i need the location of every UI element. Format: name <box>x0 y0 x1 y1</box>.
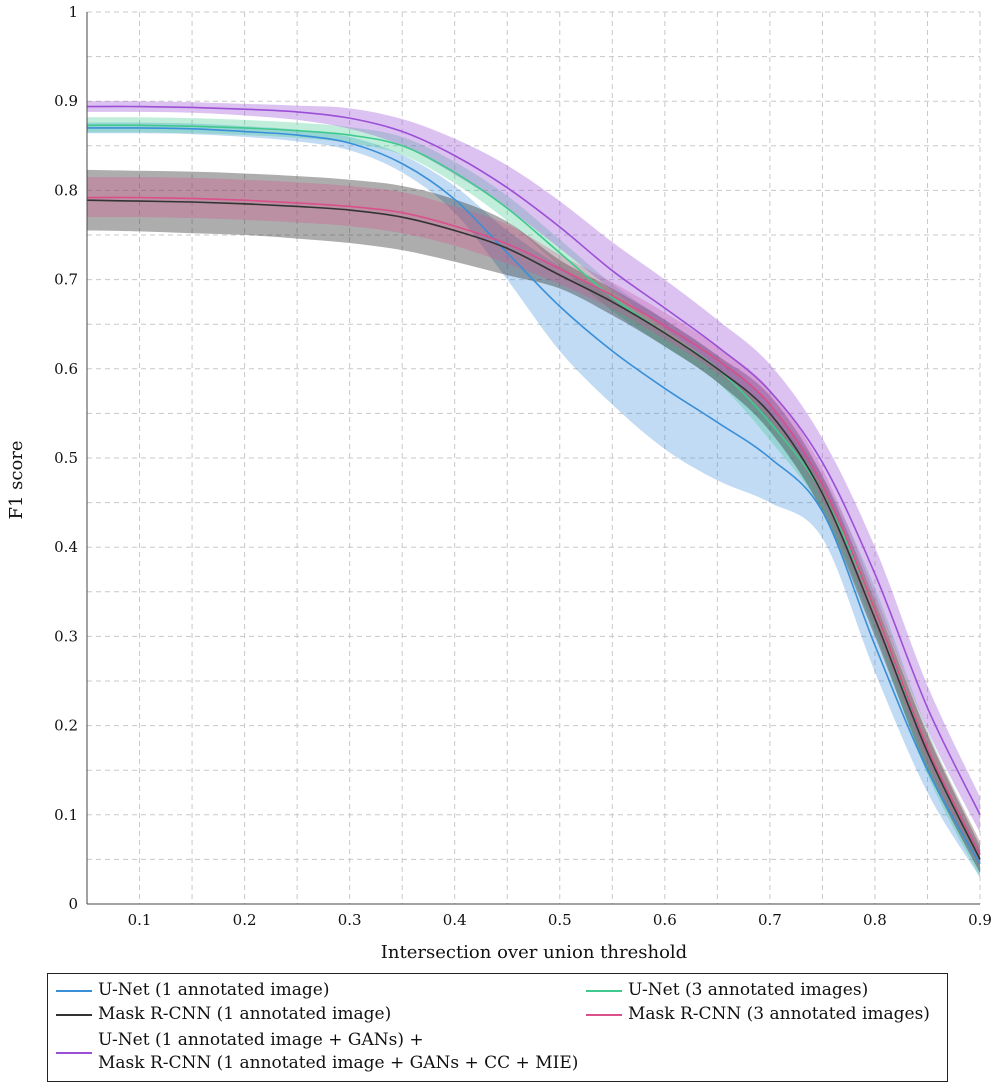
y-tick-label: 0.8 <box>54 181 78 199</box>
legend-swatch-maskrcnn-3 <box>586 1014 622 1016</box>
y-tick-label: 0 <box>68 895 78 913</box>
axes <box>86 12 980 905</box>
y-tick-label: 0.3 <box>54 627 78 645</box>
y-tick-label: 1 <box>68 3 78 21</box>
legend-item-maskrcnn-1: Mask R-CNN (1 annotated image) <box>56 1003 391 1026</box>
legend-swatch-combined <box>56 1052 92 1054</box>
confidence-bands <box>87 101 980 878</box>
x-axis-title: Intersection over union threshold <box>381 942 687 963</box>
y-tick-label: 0.7 <box>54 271 78 289</box>
y-tick-label: 0.4 <box>54 538 78 556</box>
y-tick-label: 0.1 <box>54 806 78 824</box>
x-tick-label: 0.2 <box>233 911 257 929</box>
legend-item-unet-3: U-Net (3 annotated images) <box>586 979 868 1002</box>
y-tick-label: 0.9 <box>54 92 78 110</box>
legend-label-combined: U-Net (1 annotated image + GANs) + Mask … <box>98 1029 578 1075</box>
x-tick-label: 0.7 <box>758 911 782 929</box>
x-tick-label: 0.3 <box>338 911 362 929</box>
series-line-unet-1 <box>86 127 981 865</box>
legend-item-maskrcnn-3: Mask R-CNN (3 annotated images) <box>586 1003 930 1026</box>
legend: U-Net (1 annotated image) U-Net (3 annot… <box>47 973 948 1082</box>
x-tick-label: 0.4 <box>443 911 467 929</box>
y-axis-title: F1 score <box>6 440 27 519</box>
x-tick-label: 0.1 <box>128 911 152 929</box>
series-lines <box>86 105 981 865</box>
x-tick-label: 0.5 <box>548 911 572 929</box>
legend-label-unet-3: U-Net (3 annotated images) <box>628 980 869 1000</box>
legend-label-maskrcnn-3: Mask R-CNN (3 annotated images) <box>628 1004 930 1024</box>
legend-label-maskrcnn-1: Mask R-CNN (1 annotated image) <box>98 1004 392 1024</box>
series-line-maskrcnn-3 <box>86 196 981 856</box>
band-unet-1 <box>87 122 980 878</box>
legend-swatch-unet-1 <box>56 990 92 992</box>
x-tick-label: 0.8 <box>863 911 887 929</box>
x-tick-label: 0.6 <box>653 911 677 929</box>
legend-item-unet-1: U-Net (1 annotated image) <box>56 979 329 1002</box>
legend-item-combined: U-Net (1 annotated image + GANs) + Mask … <box>56 1029 578 1075</box>
legend-swatch-unet-3 <box>586 990 622 992</box>
x-tick-label: 0.9 <box>968 911 992 929</box>
legend-swatch-maskrcnn-1 <box>56 1014 92 1016</box>
legend-label-combined-line-1: U-Net (1 annotated image + GANs) + <box>98 1030 424 1050</box>
series-line-combined <box>86 105 981 816</box>
legend-label-combined-line-2: Mask R-CNN (1 annotated image + GANs + C… <box>98 1053 579 1073</box>
y-tick-label: 0.5 <box>54 449 78 467</box>
y-tick-label: 0.2 <box>54 717 78 735</box>
legend-label-unet-1: U-Net (1 annotated image) <box>98 980 330 1000</box>
tick-labels: 0.1 0.2 0.3 0.4 0.5 0.6 0.7 0.8 0.9 0 0.1 0.2 0.3 0.4… <box>54 3 992 929</box>
y-tick-label: 0.6 <box>54 360 78 378</box>
series-line-maskrcnn-1 <box>86 199 981 860</box>
grid-lines <box>86 11 981 904</box>
